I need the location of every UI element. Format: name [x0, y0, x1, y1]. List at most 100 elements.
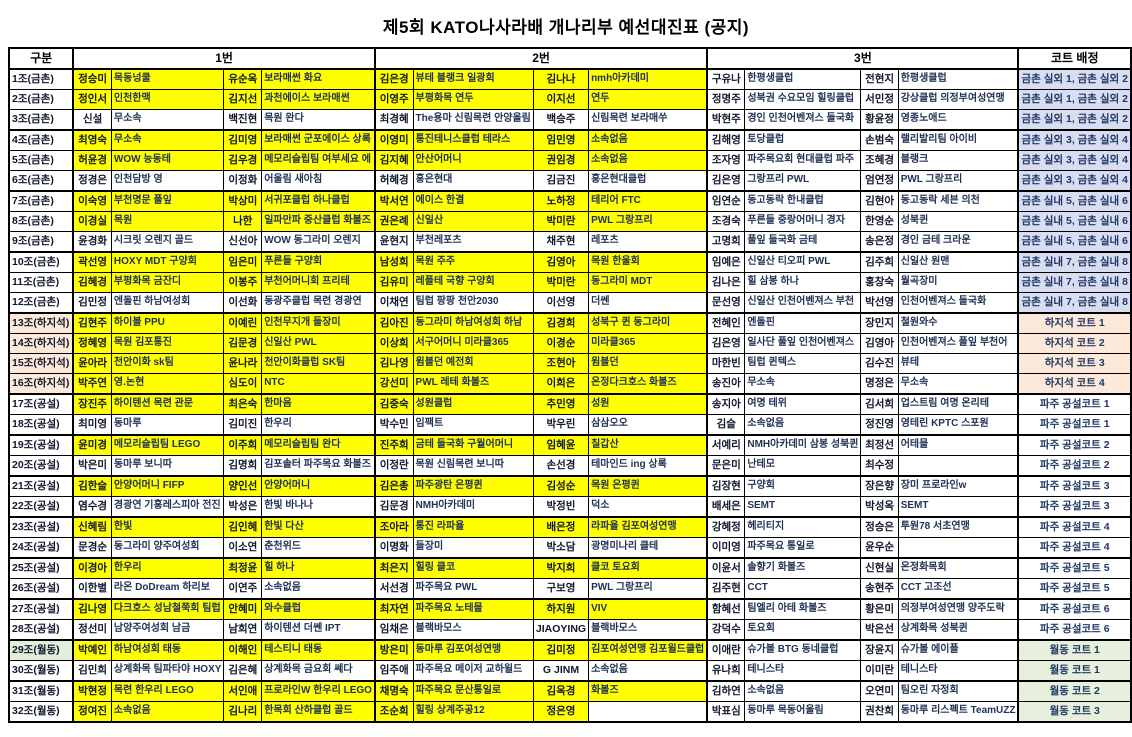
player-club: 성원: [588, 393, 708, 415]
player-club: 부평화목 금잔디: [110, 272, 225, 293]
player-club: 한우리: [110, 557, 225, 579]
player-name: 서인애: [223, 680, 263, 702]
player-club: 난테모: [744, 455, 862, 477]
player-name: 김은총: [373, 475, 414, 497]
player-club: [897, 455, 1019, 477]
player-club: 프로라인W 한우리 LEGO: [261, 680, 376, 702]
player-name: 추민영: [532, 393, 590, 415]
player-name: 김장현: [706, 475, 746, 497]
player-club: 남양주여성회 남금: [110, 619, 225, 641]
player-club: 목원 은평퀸: [588, 475, 708, 497]
player-name: 오연미: [860, 680, 899, 702]
court-cell: 금촌 실내 7, 금촌 실내 8: [1017, 292, 1132, 314]
group-cell: 12조(금촌): [8, 292, 75, 314]
player-club: nmh아카데미: [588, 68, 708, 90]
player-name: 정명주: [706, 89, 746, 110]
player-name: 김나나: [532, 68, 590, 90]
player-club: 테니스타: [744, 660, 862, 682]
player-name: 윤현지: [373, 231, 414, 253]
player-club: 상계화목 금요회 쎄다: [261, 660, 376, 682]
player-club: 테니스타: [897, 660, 1019, 682]
table-row: 14조(하지석) 정혜영 목원 김포통진 김문경 신일산 PWL 이상희 서구어머니 미라클…: [8, 333, 1132, 354]
player-club: 강상클럽 의정부여성연맹: [897, 89, 1019, 110]
player-club: 와수클럽: [261, 598, 376, 620]
player-name: 나한: [223, 211, 263, 232]
player-club: 윔블던: [588, 353, 708, 374]
player-club: 동그라미 MDT: [588, 272, 708, 293]
player-name: 박상미: [223, 190, 263, 212]
player-club: HOXY MDT 구양회: [110, 251, 225, 273]
player-name: 한영순: [860, 211, 899, 232]
player-name: 이희은: [532, 373, 590, 395]
player-club: 홍은현대: [412, 170, 534, 192]
header-round-3: 3번: [706, 47, 1019, 70]
player-name: 김주현: [706, 578, 746, 600]
court-cell: 하지석 코트 3: [1017, 353, 1132, 374]
player-name: 조경숙: [706, 211, 746, 232]
player-name: 박성은: [223, 496, 263, 518]
header-row: 구분 1번 2번 3번 코트 배정: [8, 47, 1132, 70]
player-name: 박현주: [706, 109, 746, 131]
player-club: 성북구 퀸 동그라미: [588, 312, 708, 334]
player-name: 윤아라: [72, 353, 112, 374]
court-cell: 파주 공설코트 5: [1017, 557, 1132, 579]
player-club: PWL 그랑프리: [897, 170, 1019, 192]
player-name: 정혜영: [72, 333, 112, 354]
table-row: 29조(월동) 박예인 하남여성회 태동 이해인 테스티니 태동 방은미 동마루 김포여성연…: [8, 639, 1132, 661]
player-name: 임은미: [223, 251, 263, 273]
player-club: WOW 동그라미 오렌지: [261, 231, 376, 253]
player-club: 인천한맥: [110, 89, 225, 110]
player-name: 김미영: [223, 129, 263, 151]
table-row: 28조(공설) 정선미 남양주여성회 남금 남희연 하이텐션 더쎈 IPT 임채은 블랙바모…: [8, 619, 1132, 641]
player-name: 김아진: [373, 312, 414, 334]
player-name: 신혜림: [72, 516, 112, 538]
player-name: 이연주: [223, 578, 263, 600]
header-group: 구분: [8, 47, 75, 70]
player-club: 금테 들국화 구월어머니: [412, 434, 534, 456]
player-club: 과천에이스 보라매썬: [261, 89, 376, 110]
player-name: 김지선: [223, 89, 263, 110]
player-club: 경인 인천어벤져스 들국화: [744, 109, 862, 131]
player-club: 인천담방 영: [110, 170, 225, 192]
player-name: 남희연: [223, 619, 263, 641]
bracket-rows: 1조(금촌) 정승미 목동넝쿨 유순옥 보라매썬 화요 김은경 뷰테 블랭크 일광회 김나나 n…: [8, 68, 1132, 723]
player-name: 김은영: [706, 333, 746, 354]
player-name: 이경실: [72, 211, 112, 232]
court-cell: 파주 공설코트 3: [1017, 496, 1132, 518]
court-cell: 파주 공설코트 5: [1017, 578, 1132, 600]
player-club: 엔돌핀: [744, 312, 862, 334]
player-club: 더쎈: [588, 292, 708, 314]
player-name: 정은영: [532, 701, 590, 723]
player-club: 광명미나리 클테: [588, 537, 708, 559]
court-cell: 파주 공설코트 2: [1017, 434, 1132, 456]
player-name: 남성희: [373, 251, 414, 273]
player-club: 상계화목 성북퀸: [897, 619, 1019, 641]
player-name: 최정선: [860, 434, 899, 456]
player-club: 힐링 클코: [412, 557, 534, 579]
player-name: 김문경: [223, 333, 263, 354]
player-name: 김유미: [373, 272, 414, 293]
group-cell: 16조(하지석): [8, 373, 75, 395]
player-name: 이해인: [223, 639, 263, 661]
player-name: 조현아: [532, 353, 590, 374]
player-name: 정경은: [72, 170, 112, 192]
player-club: 테마인드 ing 상록: [588, 455, 708, 477]
player-name: 김서희: [860, 393, 899, 415]
player-club: SEMT: [744, 496, 862, 518]
player-name: 최영숙: [72, 129, 112, 151]
player-name: 정승미: [72, 68, 112, 90]
table-row: 5조(금촌) 허윤경 WOW 능동테 김우경 메모리슬립팀 여부세요 에 김지혜 안산어머니…: [8, 150, 1132, 171]
group-cell: 24조(공설): [8, 537, 75, 559]
player-name: 서예리: [706, 434, 746, 456]
player-name: 김민희: [72, 660, 112, 682]
player-name: 박예인: [72, 639, 112, 661]
player-name: 김나영: [72, 598, 112, 620]
player-name: G JINM: [532, 660, 590, 682]
player-club: 동고동락 세븐 의천: [897, 190, 1019, 212]
group-cell: 14조(하지석): [8, 333, 75, 354]
player-club: 천안이화클럽 SK팀: [261, 353, 376, 374]
player-club: 통진테니스클럽 테라스: [412, 129, 534, 151]
player-club: [588, 701, 708, 723]
player-club: 부천어머니회 프리테: [261, 272, 376, 293]
player-club: 신일산 인천어벤져스 부천: [744, 292, 862, 314]
